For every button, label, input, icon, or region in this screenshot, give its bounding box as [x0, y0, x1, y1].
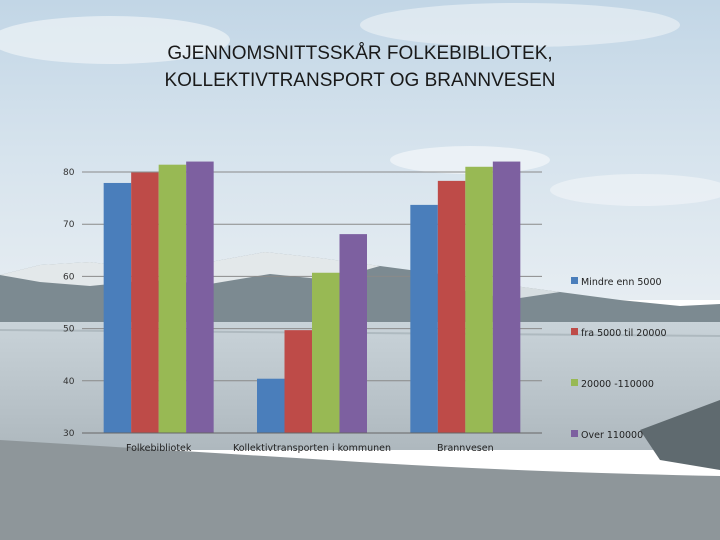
- legend-label-1: fra 5000 til 20000: [581, 328, 667, 339]
- y-tick-label-30: 30: [63, 429, 75, 439]
- bar-2-0: [410, 204, 438, 433]
- bar-2-1: [437, 180, 466, 433]
- legend-swatch-1: [571, 328, 578, 335]
- chart-title: GJENNOMSNITTSSKÅR FOLKEBIBLIOTEK, KOLLEK…: [120, 40, 600, 94]
- y-tick-label-50: 50: [63, 325, 75, 335]
- x-category-label-0: Folkebibliotek: [126, 443, 192, 454]
- legend-swatch-2: [571, 379, 578, 386]
- chart-title-line-2: KOLLEKTIVTRANSPORT OG BRANNVESEN: [164, 70, 556, 91]
- bar-0-3: [186, 161, 214, 433]
- legend-label-2: 20000 -110000: [581, 379, 654, 390]
- legend-swatch-0: [571, 277, 578, 284]
- x-category-label-2: Brannvesen: [437, 443, 494, 454]
- bar-2-2: [465, 166, 493, 433]
- bar-1-0: [257, 378, 285, 433]
- bar-1-3: [339, 234, 367, 433]
- chart-title-line-1: GJENNOMSNITTSSKÅR FOLKEBIBLIOTEK,: [167, 43, 553, 64]
- x-category-label-1: Kollektivtransporten i kommunen: [233, 443, 391, 454]
- bar-0-0: [103, 182, 132, 433]
- legend-swatch-3: [571, 430, 578, 437]
- bar-0-1: [131, 172, 159, 433]
- legend-label-0: Mindre enn 5000: [581, 277, 662, 288]
- y-tick-label-80: 80: [63, 168, 75, 178]
- legend-label-3: Over 110000: [581, 430, 643, 441]
- y-tick-label-70: 70: [63, 220, 75, 230]
- bar-1-2: [312, 272, 340, 433]
- bar-2-3: [492, 161, 521, 433]
- bar-1-1: [284, 330, 312, 433]
- y-tick-label-60: 60: [63, 272, 75, 282]
- bar-0-2: [158, 164, 187, 433]
- y-tick-label-40: 40: [63, 377, 75, 387]
